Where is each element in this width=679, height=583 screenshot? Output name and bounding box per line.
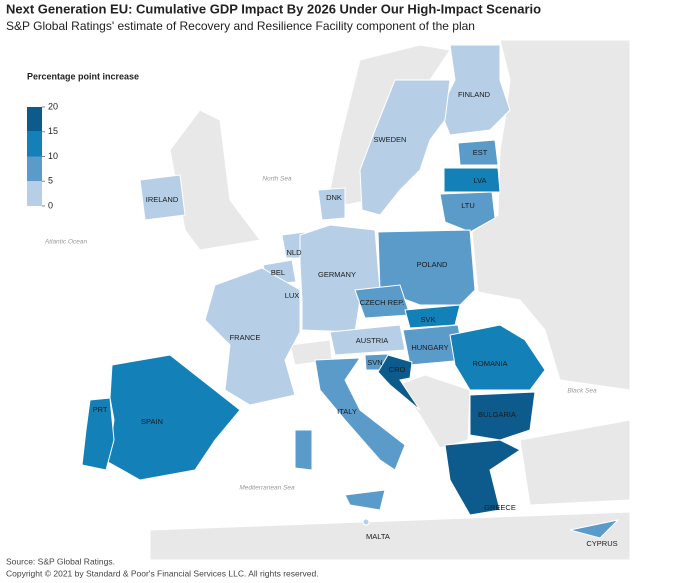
country-label: SVK [420,315,435,324]
country-label: BULGARIA [478,410,516,419]
country-label: MALTA [366,532,390,541]
sea-label: North Sea [262,176,292,183]
country-label: AUSTRIA [356,336,389,345]
legend-tick-label: 20 [48,101,58,111]
country-label: EST [473,148,488,157]
sea-label: Atlantic Ocean [44,239,88,246]
country-label: POLAND [417,260,448,269]
country-label: LVA [473,176,486,185]
country-labels: FINLAND SWEDEN EST LVA LTU DNK IRELAND N… [93,90,618,548]
source: Source: S&P Global Ratings. [6,556,115,566]
country-label: CYPRUS [586,539,617,548]
country-label: DNK [326,193,342,202]
legend-swatch [27,181,42,206]
country-label: GERMANY [318,270,356,279]
country-label: NLD [286,248,302,257]
country-label: ITALY [337,407,357,416]
country-label: FRANCE [230,333,261,342]
sea-label: Mediterranean Sea [239,485,295,492]
country-label: CZECH REP. [360,298,404,307]
legend-title: Percentage point increase [27,71,139,81]
country-label: LUX [285,291,300,300]
country-label: PRT [93,405,108,414]
legend-swatch [27,107,42,132]
copyright: Copyright © 2021 by Standard & Poor's Fi… [6,568,319,578]
sea-labels: North Sea Atlantic Ocean Black Sea Medit… [44,176,597,492]
country-label: LTU [461,201,475,210]
country-label: CRO [389,365,406,374]
legend-tick-label: 0 [48,200,53,210]
legend: Percentage point increase 20 15 10 5 0 [27,71,139,210]
country-label: SVN [367,358,382,367]
legend-tick-label: 15 [48,126,58,136]
country-label: SWEDEN [374,135,407,144]
subtitle: S&P Global Ratings' estimate of Recovery… [6,19,475,33]
country-label: FINLAND [458,90,491,99]
legend-swatch [27,131,42,157]
legend-tick-label: 5 [48,176,53,186]
title: Next Generation EU: Cumulative GDP Impac… [6,1,541,16]
country-label: BEL [271,268,285,277]
country-label: IRELAND [146,195,179,204]
country-label: HUNGARY [411,343,448,352]
non-eu-land [149,39,631,561]
legend-swatch [27,156,42,182]
country-label: SPAIN [141,417,163,426]
country-label: ROMANIA [472,359,507,368]
legend-tick-label: 10 [48,151,58,161]
eu-countries [81,44,620,539]
sea-label: Black Sea [567,388,597,395]
country-label: GREECE [484,503,516,512]
